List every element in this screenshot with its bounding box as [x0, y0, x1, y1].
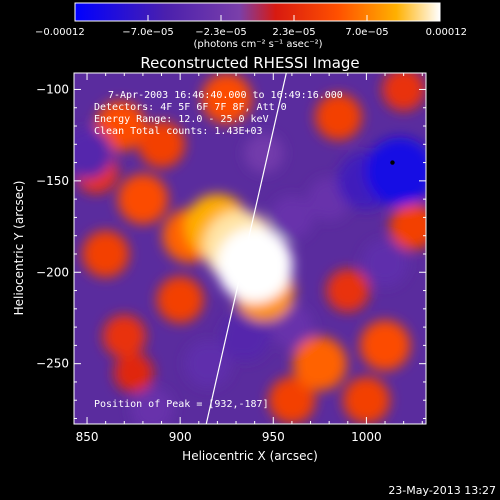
annotation-detectors: Detectors: 4F 5F 6F 7F 8F, Att 0	[94, 102, 287, 113]
x-tick-label: 1000	[351, 430, 382, 444]
intensity-blob	[359, 320, 411, 371]
intensity-blob	[292, 336, 347, 391]
intensity-blob	[244, 133, 284, 174]
colorbar-tick-label: −7.0e−05	[122, 27, 174, 38]
intensity-blob	[220, 311, 271, 362]
intensity-blob	[117, 173, 169, 225]
intensity-blob	[130, 387, 174, 424]
x-tick-label: 850	[76, 430, 99, 444]
intensity-blob	[389, 203, 426, 250]
intensity-blob	[326, 269, 370, 313]
intensity-blob	[361, 239, 409, 287]
intensity-blob	[201, 73, 252, 124]
y-tick-label: −100	[36, 82, 69, 96]
annotation-energy-range: Energy Range: 12.0 - 25.0 keV	[94, 114, 269, 125]
intensity-blob	[102, 314, 146, 358]
intensity-blob	[315, 93, 362, 141]
annotation-time-range: 7-Apr-2003 16:46:40.000 to 16:49:16.000	[108, 90, 343, 101]
colorbar-tick-label: 7.0e−05	[345, 27, 388, 38]
colorbar-unit-label: (photons cm⁻² s⁻¹ asec⁻²)	[193, 39, 322, 50]
y-tick-label: −150	[36, 174, 69, 188]
x-tick-label: 900	[169, 430, 192, 444]
marker-dot	[390, 160, 395, 165]
footer-date: 23-May-2013 13:27	[388, 484, 496, 497]
colorbar-gradient	[74, 2, 441, 22]
intensity-blob	[382, 73, 426, 111]
intensity-blob	[365, 137, 426, 207]
colorbar-tick-label: −0.00012	[35, 27, 85, 38]
intensity-blob	[184, 340, 232, 388]
intensity-blob	[95, 100, 146, 152]
intensity-blob	[74, 128, 113, 179]
colorbar-tick-label: 2.3e−05	[272, 27, 315, 38]
intensity-blob	[82, 230, 129, 278]
colorbar-tick-label: 0.00012	[426, 27, 467, 38]
colorbar: −0.00012 −7.0e−05 −2.3e−05 2.3e−05 7.0e−05 0.…	[35, 2, 467, 50]
plot-frame	[73, 72, 427, 425]
intensity-blob	[343, 376, 390, 424]
intensity-blob	[156, 276, 204, 324]
intensity-blob	[270, 305, 314, 349]
colorbar-tick-label: −2.3e−05	[195, 27, 247, 38]
plot-area: 850 900 950 1000 −100 −150 −200 −250	[36, 72, 427, 444]
x-tick-label: 950	[262, 430, 285, 444]
annotation-peak-position: Position of Peak = [932,-187]	[94, 399, 269, 410]
chart-title: Reconstructed RHESSI Image	[140, 54, 359, 72]
intensity-blob	[268, 376, 316, 424]
intensity-blob	[216, 226, 293, 303]
y-tick-label: −250	[36, 357, 69, 371]
y-axis-label: Heliocentric Y (arcsec)	[12, 181, 26, 316]
colorbar-ticks: −0.00012 −7.0e−05 −2.3e−05 2.3e−05 7.0e−05 0.…	[35, 15, 467, 38]
annotation-clean-counts: Clean Total counts: 1.43E+03	[94, 126, 263, 137]
y-axis-ticks: −100 −150 −200 −250	[36, 82, 426, 420]
y-tick-label: −200	[36, 265, 69, 279]
x-axis-label: Heliocentric X (arcsec)	[182, 449, 318, 463]
x-axis-ticks: 850 900 950 1000	[76, 73, 423, 444]
solar-limb-line	[205, 73, 287, 424]
intensity-blob	[270, 195, 314, 239]
annotation-block: 7-Apr-2003 16:46:40.000 to 16:49:16.000 …	[94, 90, 343, 410]
intensity-map	[74, 73, 426, 424]
intensity-blob	[113, 353, 154, 393]
intensity-blob	[138, 120, 185, 168]
